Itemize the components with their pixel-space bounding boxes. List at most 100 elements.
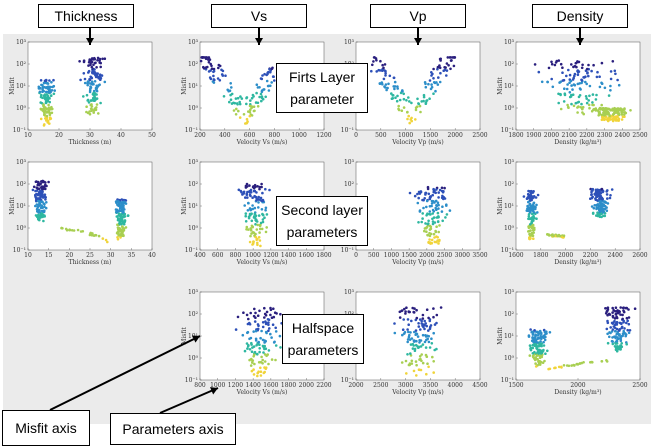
scatter-point — [380, 81, 384, 84]
x-tick-label: 2500 — [373, 382, 388, 389]
scatter-point — [545, 330, 548, 334]
scatter-point — [253, 234, 256, 237]
scatter-point — [260, 227, 264, 231]
scatter-point — [85, 105, 88, 108]
scatter-point — [600, 61, 604, 65]
scatter-point — [415, 105, 419, 108]
scatter-point — [445, 213, 449, 216]
scatter-point — [539, 331, 543, 335]
scatter-point — [247, 344, 250, 347]
scatter-point — [445, 74, 448, 77]
scatter-point — [248, 348, 252, 351]
scatter-point — [93, 68, 96, 71]
scatter-point — [610, 321, 614, 325]
scatter-point — [531, 209, 535, 212]
scatter-point — [433, 236, 436, 239]
scatter-point — [264, 206, 268, 210]
scatter-point — [244, 220, 248, 223]
scatter-point — [621, 313, 624, 317]
scatter-point — [442, 69, 446, 72]
scatter-point — [264, 322, 268, 326]
scatter-point — [270, 358, 274, 361]
scatter-point — [569, 79, 573, 83]
x-tick-label: 10 — [24, 252, 32, 259]
scatter-point — [34, 189, 37, 193]
scatter-point — [436, 83, 440, 86]
scatter-point — [123, 215, 127, 218]
scatter-point — [535, 217, 538, 220]
scatter-point — [609, 331, 612, 335]
scatter-point — [269, 70, 272, 74]
scatter-point — [255, 199, 258, 202]
scatter-point — [427, 192, 431, 196]
scatter-point — [600, 187, 604, 191]
scatter-point — [606, 189, 609, 192]
x-axis-label: Velocity Vp (m/s) — [391, 389, 443, 396]
arrow-misfit-axis — [49, 335, 201, 411]
scatter-point — [251, 225, 254, 229]
scatter-point — [426, 212, 429, 215]
scatter-point — [47, 103, 50, 107]
scatter-point — [97, 234, 101, 238]
scatter-point — [539, 340, 542, 343]
scatter-point — [529, 193, 532, 197]
x-tick-label: 2000 — [570, 382, 585, 389]
scatter-point — [537, 352, 540, 355]
scatter-point — [537, 332, 540, 335]
scatter-point — [258, 227, 262, 231]
y-axis-label: Misfit — [181, 197, 188, 215]
scatter-point — [91, 99, 95, 102]
x-tick-label: 400 — [219, 132, 231, 139]
scatter-point — [86, 80, 90, 83]
scatter-point — [264, 208, 267, 212]
scatter-point — [258, 347, 262, 350]
scatter-point — [98, 59, 101, 62]
scatter-point — [539, 344, 542, 347]
scatter-point — [428, 97, 431, 100]
scatter-point — [620, 113, 624, 116]
scatter-point — [387, 82, 390, 86]
scatter-point — [557, 92, 560, 96]
scatter-point — [38, 87, 42, 90]
scatter-point — [413, 349, 417, 353]
scatter-point — [257, 340, 261, 344]
scatter-point — [241, 333, 245, 337]
y-axis-label: Misfit — [497, 77, 504, 95]
scatter-point — [529, 328, 532, 331]
scatter-point — [204, 66, 208, 69]
scatter-point — [253, 362, 256, 366]
annotation-misfit-axis: Misfit axis — [2, 410, 90, 446]
scatter-point — [565, 364, 569, 367]
scatter-point — [39, 95, 43, 99]
scatter-point — [230, 86, 233, 89]
scatter-point — [432, 92, 435, 95]
scatter-point — [239, 95, 242, 98]
scatter-point — [529, 346, 533, 350]
scatter-point — [428, 210, 432, 213]
scatter-point — [427, 316, 430, 320]
scatter-point — [582, 112, 585, 116]
scatter-point — [546, 349, 549, 353]
subplot-r2-c3: 10⁻¹ 10⁰ 10¹ 10² 10³ 1500 2000 2500 Density (kg/… — [497, 289, 648, 396]
scatter-point — [435, 313, 439, 317]
scatter-point — [207, 60, 211, 64]
scatter-point — [397, 108, 401, 112]
scatter-point — [628, 329, 632, 332]
scatter-point — [532, 237, 535, 240]
scatter-point — [208, 76, 212, 79]
scatter-point — [250, 369, 254, 373]
x-tick-label: 500 — [375, 132, 387, 139]
y-tick-label: 10¹ — [16, 83, 26, 90]
scatter-point — [258, 185, 262, 189]
scatter-point — [526, 207, 530, 211]
y-tick-label: 10⁻¹ — [341, 377, 354, 384]
scatter-point — [42, 103, 45, 106]
x-tick-label: 20 — [55, 132, 63, 139]
scatter-point — [126, 214, 130, 217]
scatter-point — [261, 191, 264, 195]
scatter-point — [531, 234, 535, 238]
scatter-point — [273, 311, 277, 315]
scatter-point — [89, 87, 92, 91]
scatter-point — [45, 107, 48, 110]
scatter-point — [535, 330, 538, 334]
